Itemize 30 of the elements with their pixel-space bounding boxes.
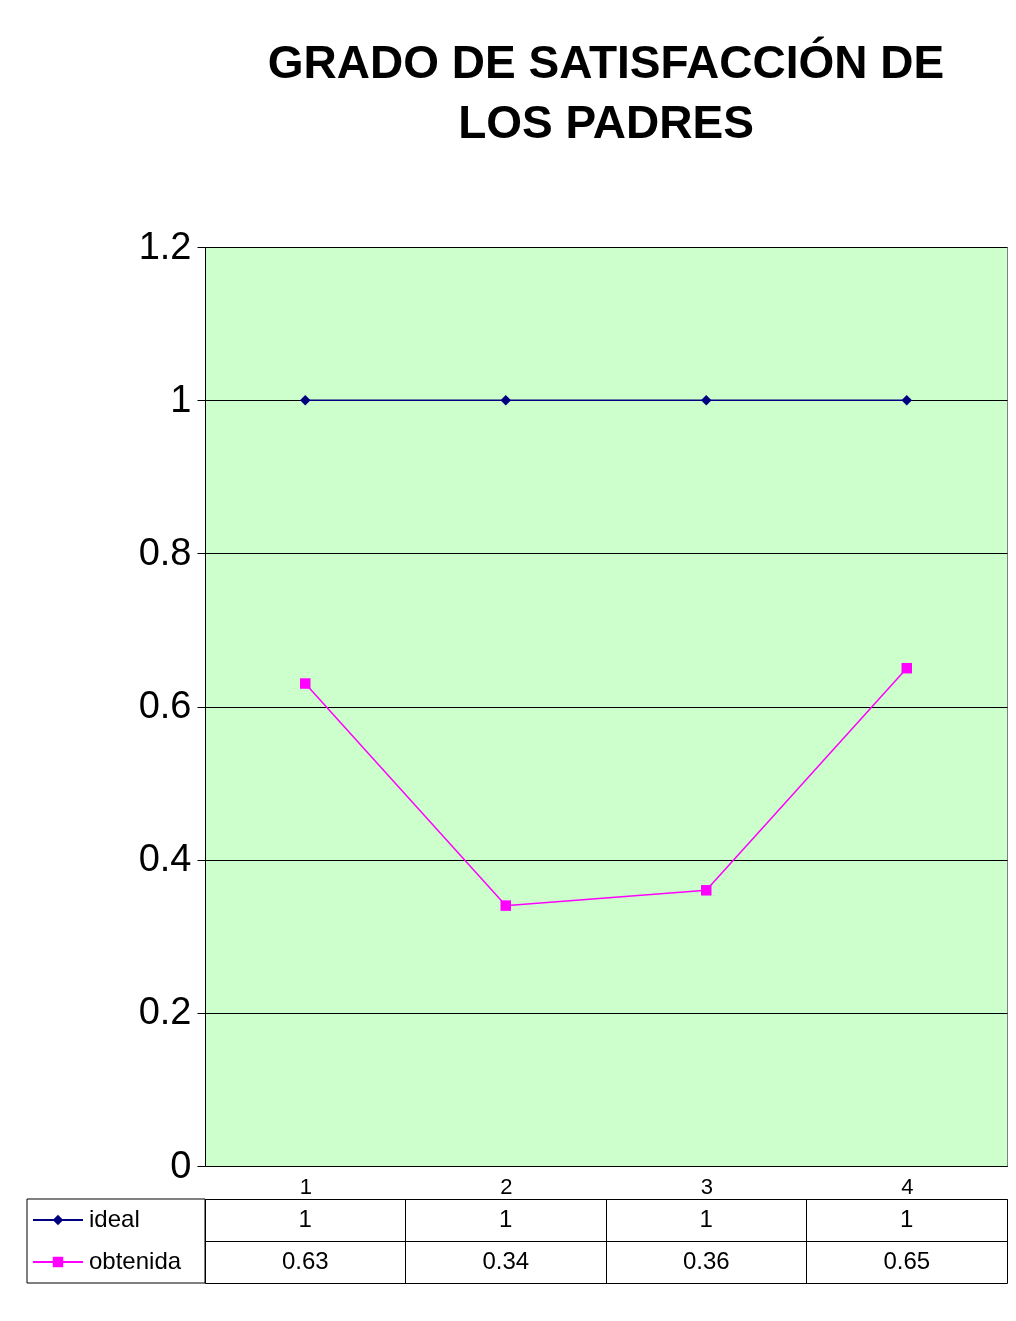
x-tick-label: 1 bbox=[299, 1173, 312, 1199]
x-tick-label: 3 bbox=[700, 1173, 713, 1199]
data-label: 1 bbox=[900, 1205, 914, 1232]
data-label: 0.63 bbox=[281, 1247, 329, 1274]
y-tick-label: 0 bbox=[170, 1143, 192, 1186]
data-label: 0.65 bbox=[883, 1247, 931, 1274]
point bbox=[500, 394, 511, 406]
y-tick-label: 0.6 bbox=[138, 684, 192, 726]
point bbox=[300, 678, 311, 689]
legend-label: obtenida bbox=[89, 1247, 182, 1274]
x-tick-label: 2 bbox=[500, 1173, 513, 1199]
x-tick-label: 4 bbox=[901, 1173, 914, 1199]
y-tick-label: 1.2 bbox=[138, 224, 192, 267]
y-tick-label: 0.8 bbox=[138, 530, 192, 573]
y-tick-label: 0.4 bbox=[138, 837, 192, 880]
point bbox=[500, 900, 511, 911]
y-tick-label: 1 bbox=[170, 377, 192, 420]
data-label: 1 bbox=[298, 1205, 312, 1232]
data-label: 0.34 bbox=[482, 1247, 530, 1274]
point bbox=[701, 394, 712, 406]
point bbox=[701, 885, 712, 896]
point bbox=[901, 662, 912, 674]
y-tick-label: 0.2 bbox=[138, 990, 192, 1033]
data-label: 1 bbox=[499, 1205, 513, 1232]
chart-title: GRADO DE SATISFACCIÓN DE LOS PADRES bbox=[267, 35, 945, 148]
point bbox=[300, 394, 311, 406]
point bbox=[901, 394, 912, 406]
data-label: 1 bbox=[699, 1205, 713, 1232]
legend-label: ideal bbox=[89, 1205, 140, 1232]
data-label: 0.36 bbox=[682, 1247, 730, 1274]
